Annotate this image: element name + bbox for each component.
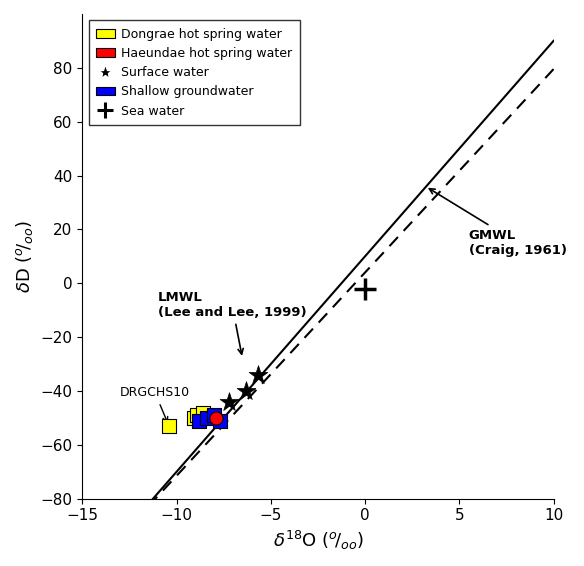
Point bbox=[164, 422, 173, 431]
Point bbox=[210, 411, 219, 420]
X-axis label: $\delta^{18}$O ($^{o}\!/_{oo}$): $\delta^{18}$O ($^{o}\!/_{oo}$) bbox=[273, 529, 363, 552]
Text: LMWL
(Lee and Lee, 1999): LMWL (Lee and Lee, 1999) bbox=[158, 291, 307, 354]
Point bbox=[211, 413, 221, 422]
Text: GMWL
(Craig, 1961): GMWL (Craig, 1961) bbox=[429, 188, 566, 257]
Y-axis label: $\delta$D ($^{o}\!/_{oo}$): $\delta$D ($^{o}\!/_{oo}$) bbox=[14, 220, 35, 293]
Text: DRGCHS10: DRGCHS10 bbox=[120, 387, 190, 422]
Point bbox=[242, 387, 251, 396]
Point bbox=[253, 370, 262, 379]
Point bbox=[199, 408, 208, 417]
Point bbox=[189, 413, 198, 422]
Point bbox=[360, 284, 370, 293]
Legend: Dongrae hot spring water, Haeundae hot spring water, Surface water, Shallow grou: Dongrae hot spring water, Haeundae hot s… bbox=[89, 20, 300, 125]
Point bbox=[215, 416, 225, 425]
Point bbox=[202, 413, 211, 422]
Point bbox=[193, 411, 202, 420]
Point bbox=[225, 397, 234, 406]
Point bbox=[194, 416, 204, 425]
